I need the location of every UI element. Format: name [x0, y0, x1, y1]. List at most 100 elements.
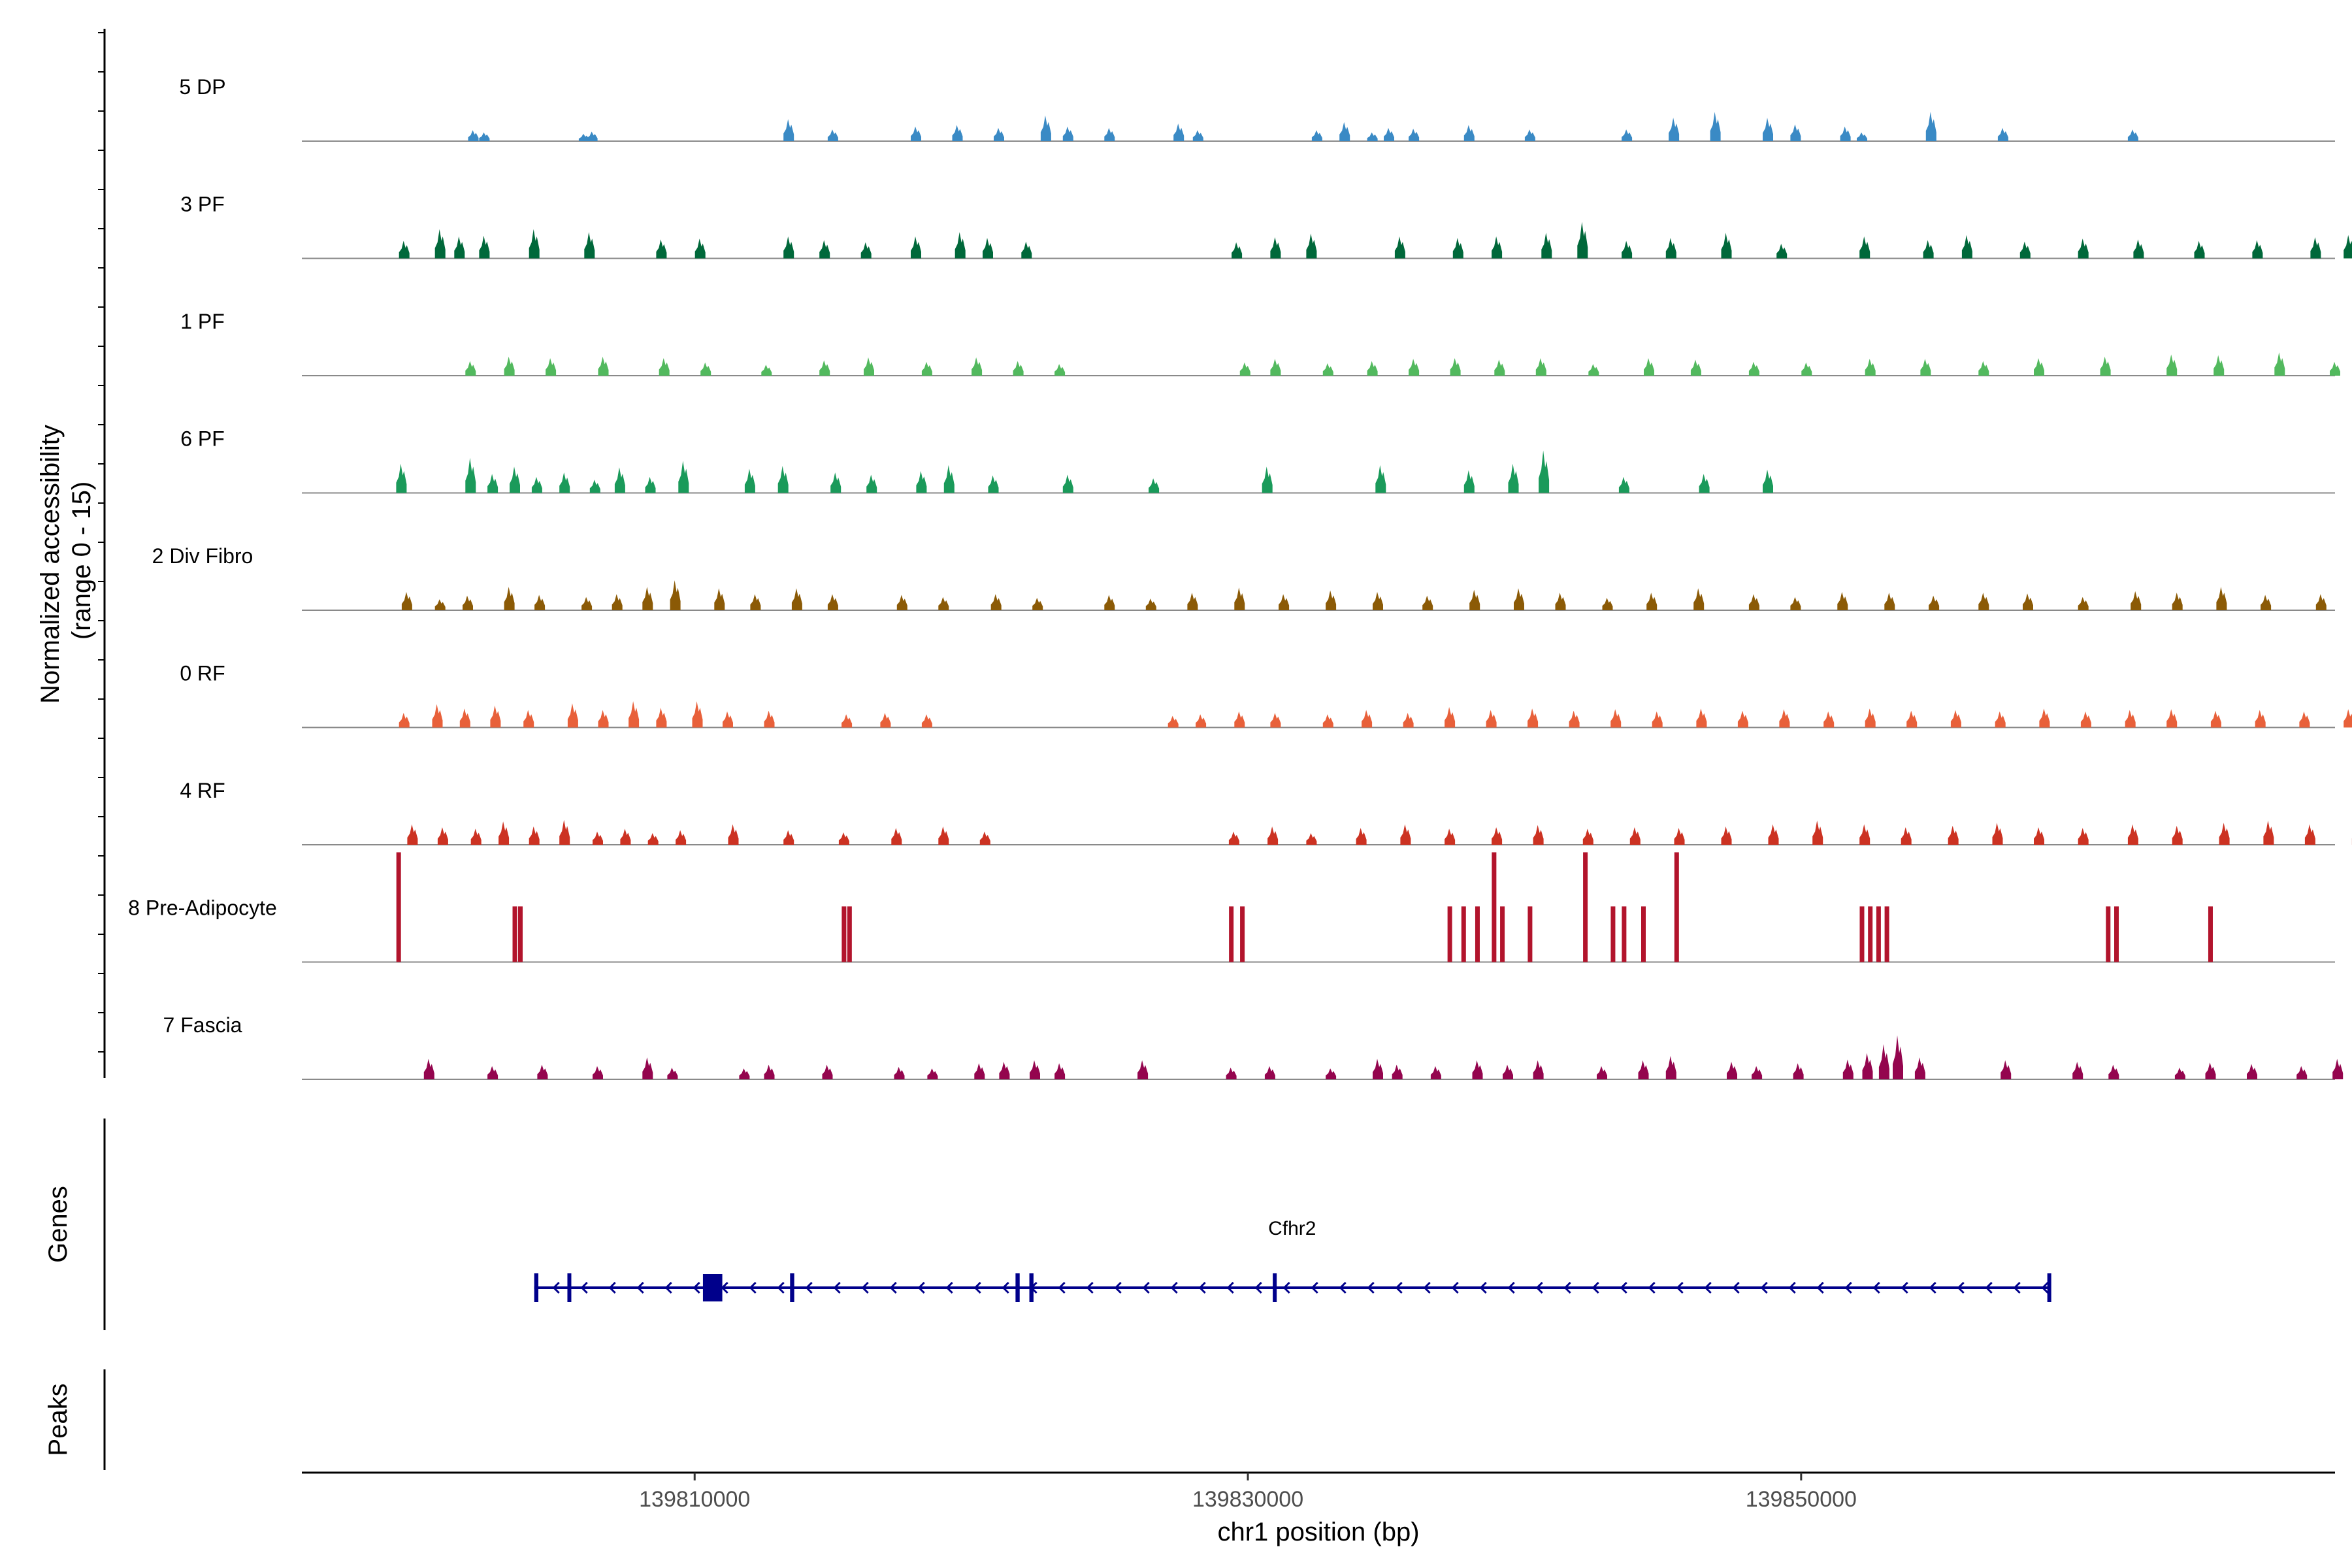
- coverage-peak: [1463, 125, 1475, 141]
- strand-arrow-icon: [1114, 1281, 1122, 1294]
- coverage-peak: [921, 361, 932, 376]
- coverage-y-axis-ticks: [98, 32, 105, 1053]
- coverage-peak: [1577, 221, 1588, 259]
- coverage-peak: [1610, 709, 1622, 728]
- gene-exon: [1015, 1273, 1020, 1302]
- coverage-peak: [1978, 361, 1989, 376]
- coverage-peak: [1447, 906, 1452, 962]
- coverage-peak: [537, 1064, 548, 1079]
- coverage-peak: [1768, 824, 1779, 845]
- coverage-peak: [1857, 132, 1867, 141]
- coverage-peak: [1876, 906, 1881, 962]
- coverage-peak: [2210, 710, 2221, 728]
- coverage-peak: [841, 714, 853, 728]
- coverage-peak: [1492, 236, 1503, 259]
- strand-arrow-icon: [1620, 1281, 1627, 1294]
- track-label: 4 RF: [180, 779, 225, 802]
- strand-arrow-icon: [1592, 1281, 1599, 1294]
- coverage-peak: [783, 119, 794, 141]
- coverage-peak: [1173, 123, 1184, 141]
- coverage-peak: [1669, 118, 1680, 141]
- coverage-peak: [819, 360, 830, 376]
- gene-model-cfhr2: Cfhr2: [534, 1218, 2051, 1302]
- coverage-peak: [1322, 714, 1333, 728]
- coverage-peak: [2172, 825, 2183, 845]
- coverage-peak: [1779, 709, 1790, 728]
- coverage-peak: [847, 906, 852, 962]
- coverage-peak: [479, 235, 490, 259]
- coverage-peak: [1539, 450, 1550, 493]
- x-axis-tick-label: 139850000: [1746, 1487, 1857, 1512]
- coverage-peak: [399, 240, 410, 259]
- strand-arrow-icon: [973, 1281, 981, 1294]
- coverage-peak: [593, 831, 603, 845]
- coverage-peak: [2310, 237, 2321, 259]
- coverage-peak: [1430, 1066, 1441, 1079]
- coverage-peak: [2172, 593, 2183, 610]
- coverage-peak: [866, 474, 877, 493]
- coverage-peak: [559, 472, 570, 493]
- coverage-peak: [1644, 358, 1654, 376]
- coverage-peak: [1646, 593, 1658, 610]
- coverage-peak: [994, 127, 1004, 141]
- coverage-peak: [791, 588, 802, 610]
- strand-arrow-icon: [2041, 1281, 2049, 1294]
- coverage-peak: [1137, 1060, 1149, 1079]
- coverage-peak: [1062, 474, 1073, 493]
- coverage-peak: [827, 594, 838, 610]
- coverage-peak: [1450, 358, 1461, 376]
- coverage-peak: [2255, 710, 2266, 728]
- strand-arrow-icon: [2013, 1281, 2021, 1294]
- coverage-peak: [468, 130, 479, 141]
- coverage-peak: [1801, 362, 1812, 376]
- coverage-peak: [714, 588, 725, 610]
- coverage-peak: [700, 362, 711, 376]
- track-4-rf: 4 RF: [180, 779, 2352, 845]
- coverage-peak: [678, 461, 689, 493]
- coverage-peak: [454, 236, 465, 259]
- strand-arrow-icon: [1423, 1281, 1431, 1294]
- coverage-peak: [1145, 598, 1156, 610]
- coverage-peak: [1409, 129, 1420, 141]
- coverage-peak: [1696, 708, 1707, 728]
- track-1-pf: 1 PF: [180, 310, 2340, 376]
- coverage-peak: [1674, 852, 1679, 962]
- coverage-peak: [510, 466, 520, 493]
- coverage-peak: [423, 1058, 434, 1079]
- coverage-peak: [434, 229, 446, 259]
- coverage-peak: [1021, 241, 1032, 259]
- coverage-peak: [1914, 1057, 1925, 1079]
- coverage-peak: [534, 595, 546, 610]
- gene-exon: [567, 1273, 572, 1302]
- coverage-peak: [2330, 361, 2340, 376]
- coverage-peak: [1602, 598, 1613, 610]
- coverage-peak: [1906, 710, 1918, 728]
- coverage-peak: [1533, 825, 1544, 845]
- coverage-peak: [1920, 359, 1931, 376]
- coverage-peak: [2263, 821, 2274, 845]
- strand-arrow-icon: [1311, 1281, 1318, 1294]
- coverage-peak: [1652, 711, 1663, 728]
- coverage-peak: [938, 596, 949, 610]
- coverage-peak: [1859, 824, 1870, 845]
- coverage-peak: [1748, 594, 1759, 610]
- strand-arrow-icon: [1198, 1281, 1206, 1294]
- coverage-peak: [1445, 707, 1456, 728]
- coverage-peak: [1674, 828, 1685, 845]
- coverage-peak: [979, 831, 990, 845]
- coverage-peak: [2133, 239, 2144, 259]
- coverage-peak: [2072, 1062, 2083, 1079]
- coverage-peak: [1326, 590, 1337, 610]
- coverage-peak: [1721, 233, 1732, 259]
- strand-arrow-icon: [1563, 1281, 1571, 1294]
- coverage-peak: [1054, 364, 1066, 376]
- coverage-peak: [1978, 593, 1989, 610]
- track-7-fascia: 7 Fascia: [163, 1013, 2344, 1080]
- coverage-peak: [1030, 1060, 1040, 1079]
- strand-arrow-icon: [1760, 1281, 1768, 1294]
- track-label: 1 PF: [180, 310, 225, 333]
- coverage-peak: [1793, 1063, 1804, 1079]
- coverage-peak: [896, 595, 907, 610]
- coverage-peak: [880, 713, 891, 728]
- coverage-peak: [529, 826, 540, 845]
